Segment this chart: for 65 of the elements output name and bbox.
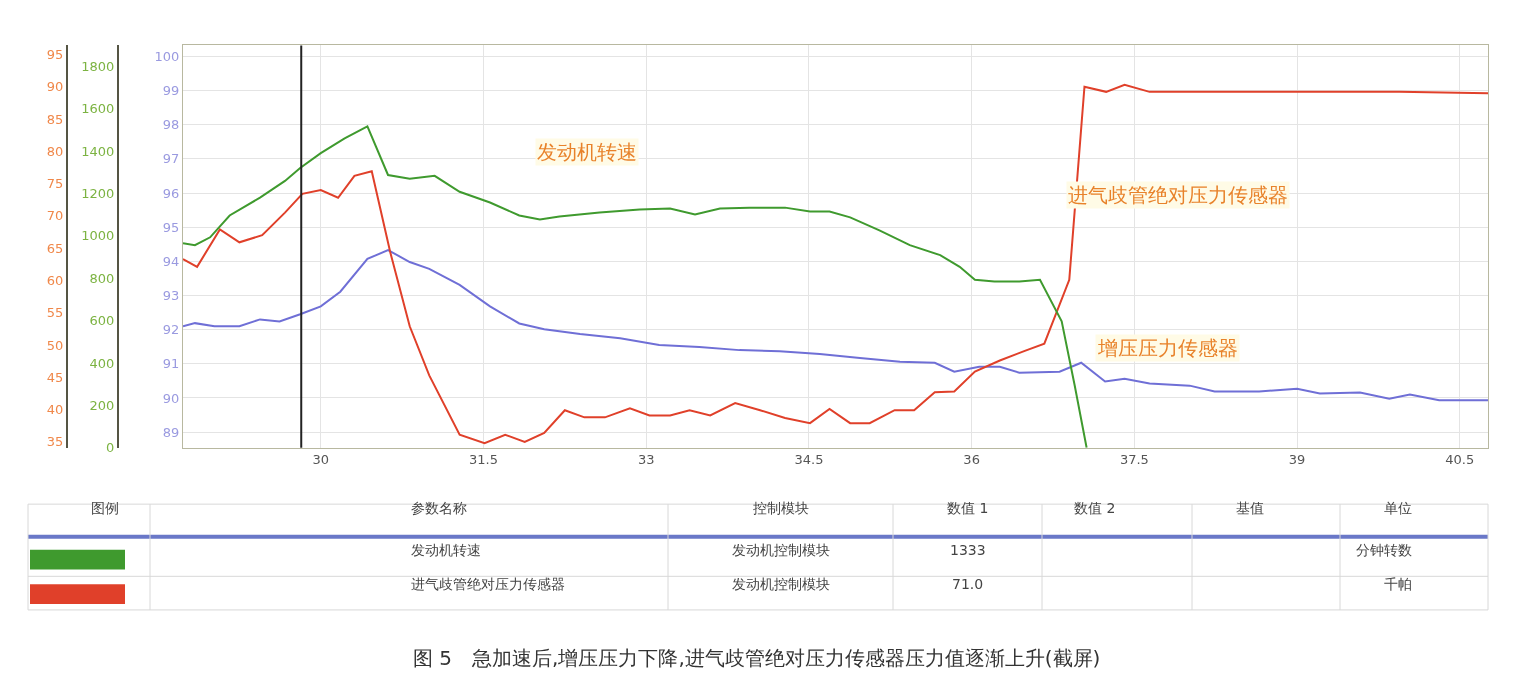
y2-tick-label: 55 (46, 305, 64, 321)
y3-tick-label: 1400 (81, 143, 115, 159)
series-label: 进气歧管绝对压力传感器 (1068, 183, 1288, 207)
text: 图例 (91, 500, 119, 516)
y-tick-label: 98 (162, 117, 180, 133)
y2-tick-label: 45 (46, 369, 64, 385)
y3-tick-label: 600 (89, 313, 115, 329)
line-series (183, 249, 1488, 402)
y2-tick-label: 40 (46, 402, 64, 418)
x-tick-label: 36 (963, 452, 980, 468)
y-tick-label: 92 (162, 322, 180, 338)
y-tick-label: 97 (162, 151, 180, 167)
y3-tick-label: 0 (106, 440, 115, 456)
text: 数值 2 (1074, 500, 1116, 516)
text: 发动机转速 (411, 542, 481, 558)
y2-tick-label: 95 (46, 46, 64, 62)
text: 发动机控制模块 (732, 542, 830, 558)
y-tick-label: 91 (162, 356, 180, 372)
y3-tick-label: 1000 (81, 228, 115, 244)
line-series (183, 125, 1088, 448)
y-tick-label: 90 (162, 390, 180, 406)
text: 单位 (1384, 500, 1412, 516)
y2-tick-label: 75 (46, 176, 64, 192)
x-tick-label: 40.5 (1445, 452, 1475, 468)
text: 基值 (1236, 500, 1264, 516)
y2-tick-label: 90 (46, 79, 64, 95)
text: 参数名称 (411, 500, 467, 516)
x-tick-label: 39 (1288, 452, 1306, 468)
series-label: 增压压力传感器 (1097, 336, 1238, 360)
y3-tick-label: 1200 (81, 185, 115, 201)
text: 1333 (950, 542, 986, 558)
x-tick-label: 34.5 (794, 452, 824, 468)
text: 71.0 (952, 576, 984, 592)
y3-tick-label: 200 (89, 397, 115, 413)
x-tick-label: 31.5 (469, 452, 498, 468)
y2-tick-label: 85 (46, 111, 64, 127)
y-tick-label: 89 (162, 424, 180, 440)
x-tick-label: 37.5 (1119, 452, 1149, 468)
y2-tick-label: 35 (46, 434, 64, 450)
caption: 图 5 急加速后,增压压力下降,进气歧管绝对压力传感器压力值逐渐上升(截屏) (413, 646, 1101, 670)
y2-tick-label: 65 (46, 240, 64, 256)
y-tick-label: 93 (162, 288, 180, 304)
y-tick-label: 99 (162, 83, 180, 99)
y3-tick-label: 1600 (81, 101, 115, 117)
text: 发动机控制模块 (732, 576, 830, 592)
y2-tick-label: 80 (46, 143, 64, 159)
x-tick-label: 33 (637, 452, 655, 468)
text: 数值 1 (947, 500, 989, 516)
y2-tick-label: 70 (46, 208, 64, 224)
text: 进气歧管绝对压力传感器 (411, 576, 565, 592)
y-tick-label: 94 (162, 253, 180, 269)
y3-tick-label: 800 (89, 270, 115, 286)
text: 分钟转数 (1356, 542, 1412, 558)
y2-tick-label: 50 (46, 337, 64, 353)
y-tick-label: 100 (154, 48, 180, 64)
y-tick-label: 96 (162, 185, 180, 201)
y3-tick-label: 1800 (81, 58, 115, 74)
text: 控制模块 (753, 500, 809, 516)
y-tick-label: 95 (162, 219, 180, 235)
line-series (183, 83, 1488, 445)
text: 千帕 (1384, 576, 1412, 592)
y3-tick-label: 400 (89, 355, 115, 371)
x-tick-label: 30 (312, 452, 330, 468)
text: 发动机转速 (537, 140, 637, 164)
y2-tick-label: 60 (46, 272, 64, 288)
